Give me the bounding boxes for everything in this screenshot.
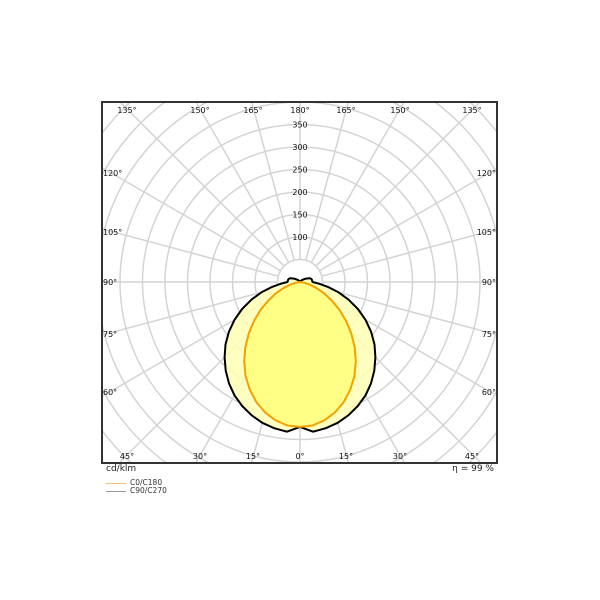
grid-spoke bbox=[251, 103, 295, 261]
grid-spoke bbox=[310, 103, 404, 263]
grid-spoke bbox=[103, 287, 279, 336]
legend-line-c0-c180 bbox=[106, 483, 126, 484]
angle-label-top: 135° bbox=[462, 106, 481, 115]
grid-spoke bbox=[315, 103, 480, 267]
grid-spoke bbox=[319, 168, 496, 272]
efficiency-label: η = 99 % bbox=[452, 464, 494, 474]
angle-label-top: 135° bbox=[117, 106, 136, 115]
angle-label-right: 120° bbox=[477, 169, 496, 178]
radial-tick-label: 350 bbox=[292, 121, 307, 130]
angle-label-left: 90° bbox=[103, 278, 117, 287]
angle-label-right: 90° bbox=[482, 278, 496, 287]
angle-labels: 45° 30° 15° 0° 15° 30° 45° 135° 150° 165° 180° 165°… bbox=[103, 106, 496, 461]
angle-label-bottom: 45° bbox=[120, 452, 134, 461]
angle-label-top: 150° bbox=[390, 106, 409, 115]
radial-tick-label: 200 bbox=[292, 188, 307, 197]
grid-spoke bbox=[103, 228, 279, 277]
radial-tick-label: 250 bbox=[292, 166, 307, 175]
curve-line-c0-c180 bbox=[243, 281, 357, 428]
angle-label-top: 165° bbox=[336, 106, 355, 115]
angle-label-left: 105° bbox=[103, 228, 122, 237]
angle-label-right: 75° bbox=[482, 330, 496, 339]
angle-label-bottom: 15° bbox=[246, 452, 260, 461]
grid-spoke bbox=[321, 287, 496, 336]
angle-label-top: 165° bbox=[243, 106, 262, 115]
angle-label-bottom: 0° bbox=[295, 452, 304, 461]
angle-label-right: 60° bbox=[482, 388, 496, 397]
curves bbox=[223, 277, 377, 433]
angle-label-bottom: 30° bbox=[393, 452, 407, 461]
grid-spoke bbox=[120, 103, 285, 267]
angle-label-bottom: 30° bbox=[193, 452, 207, 461]
angle-label-bottom: 45° bbox=[465, 452, 479, 461]
angle-label-top: 150° bbox=[190, 106, 209, 115]
grid-spoke bbox=[305, 103, 349, 261]
angle-label-bottom: 15° bbox=[339, 452, 353, 461]
angle-label-left: 75° bbox=[103, 330, 117, 339]
grid-spoke bbox=[321, 228, 496, 277]
radial-tick-labels: 100 150 200 250 300 350 bbox=[292, 121, 307, 243]
legend-line-c90-c270 bbox=[106, 491, 126, 492]
angle-label-top: 180° bbox=[290, 106, 309, 115]
angle-label-right: 105° bbox=[477, 228, 496, 237]
legend-label-c90-c270: C90/C270 bbox=[130, 486, 167, 495]
angle-label-left: 120° bbox=[103, 169, 122, 178]
radial-tick-label: 150 bbox=[292, 211, 307, 220]
grid-spoke bbox=[196, 103, 290, 263]
angle-label-left: 60° bbox=[103, 388, 117, 397]
grid-spoke bbox=[103, 167, 281, 272]
radial-tick-label: 300 bbox=[292, 143, 307, 152]
radial-tick-label: 100 bbox=[292, 233, 307, 242]
curve-fill-c0-c180 bbox=[244, 282, 356, 427]
legend-label-c0-c180: C0/C180 bbox=[130, 478, 163, 487]
unit-label: cd/klm bbox=[106, 464, 137, 474]
plot-frame bbox=[101, 101, 498, 464]
